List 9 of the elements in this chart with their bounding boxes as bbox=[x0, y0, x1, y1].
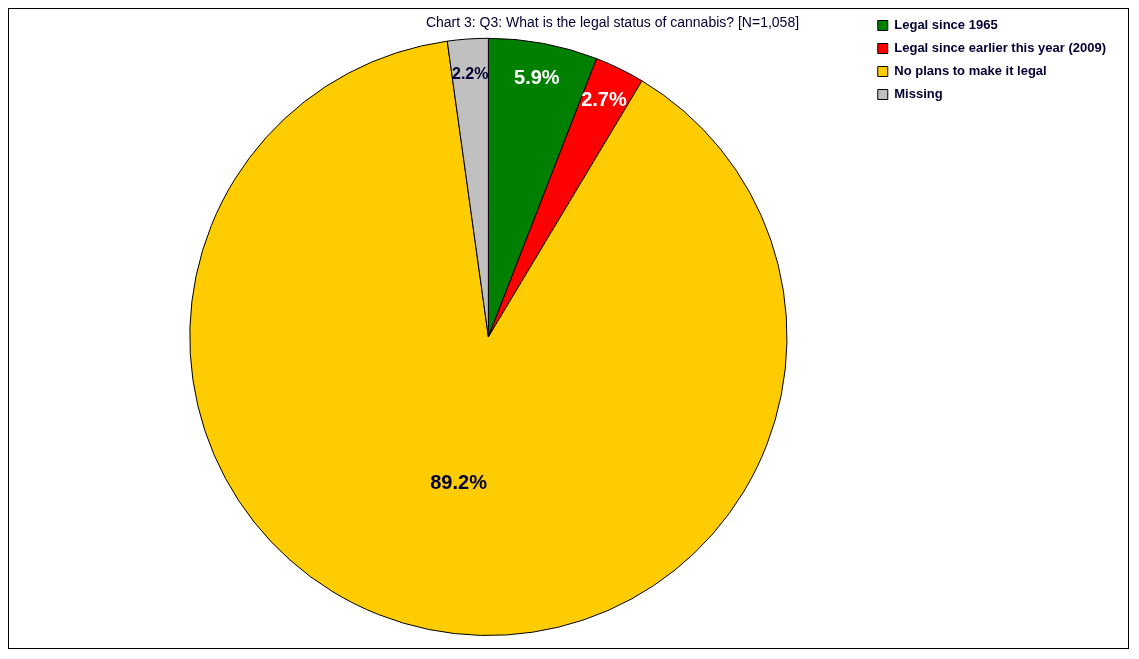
chart-title: Chart 3: Q3: What is the legal status of cannabis? [N=1,058] bbox=[425, 14, 800, 31]
legend-label: Legal since 1965 bbox=[894, 17, 998, 33]
data-label: 2.7% bbox=[581, 88, 627, 111]
legend-label: Missing bbox=[894, 86, 943, 102]
data-label: 89.2% bbox=[430, 470, 488, 493]
legend-label: No plans to make it legal bbox=[894, 63, 1047, 79]
data-label: 2.2% bbox=[452, 65, 489, 83]
data-label: 5.9% bbox=[514, 66, 560, 89]
legend-label: Legal since earlier this year (2009) bbox=[894, 40, 1107, 56]
